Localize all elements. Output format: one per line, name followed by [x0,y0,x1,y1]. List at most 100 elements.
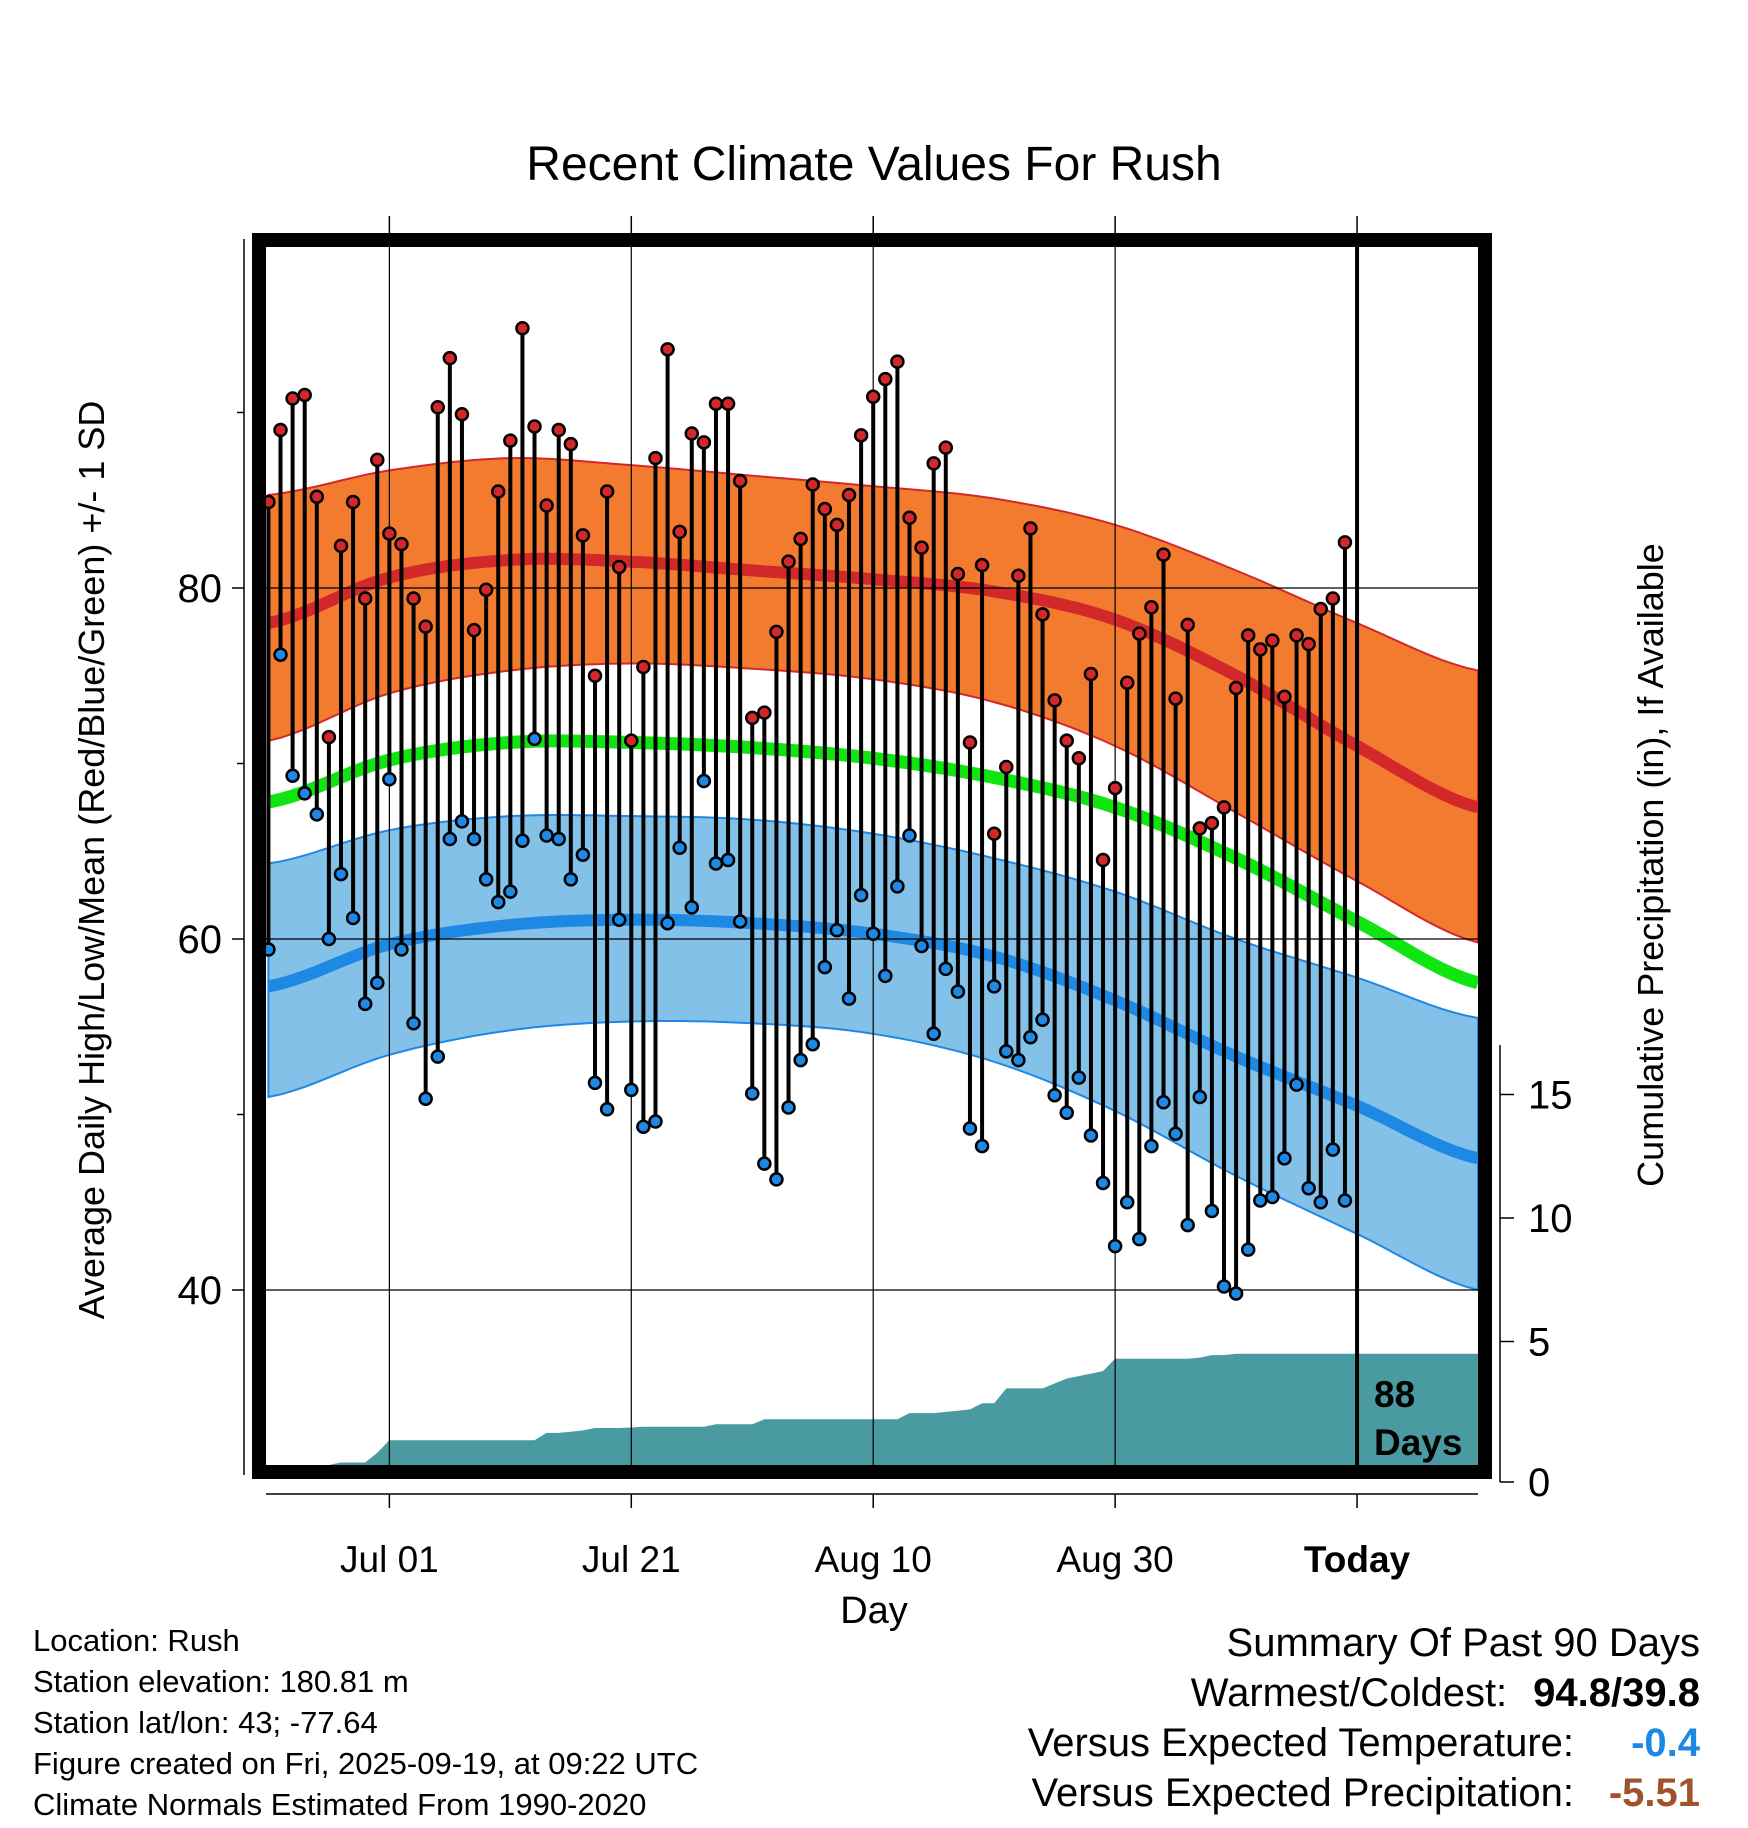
x-tick-label: Aug 30 [1056,1539,1173,1580]
daily-high-point [636,659,651,675]
y-tick-label-right: 0 [1528,1461,1550,1505]
daily-low-point [962,1121,978,1136]
daily-high-point [999,759,1014,775]
warm-cold-row: Warmest/Coldest: 94.8/39.8 [1028,1668,1700,1718]
daily-low-point [817,959,833,975]
daily-high-point [648,450,663,466]
daily-high-point [757,705,772,720]
daily-low-point [587,1075,603,1091]
daily-high-point [1180,617,1195,633]
daily-high-point [1192,821,1208,836]
daily-low-point [1059,1105,1074,1120]
daily-high-point [793,531,808,547]
daily-high-point [1228,680,1244,696]
daily-high-point [878,371,893,387]
daily-high-point [515,321,530,336]
daily-high-point [1289,628,1304,643]
daily-low-point [466,831,482,847]
daily-low-point [285,768,300,784]
daily-low-point [1047,1087,1062,1103]
y-tick-label-right: 5 [1528,1321,1550,1365]
daily-low-point [503,884,518,899]
daily-low-point [1107,1238,1123,1254]
daily-low-point [321,931,337,947]
daily-high-point [1095,852,1111,868]
y-tick-label-right: 10 [1528,1197,1573,1241]
daily-high-point [394,536,409,552]
daily-low-point [999,1044,1014,1059]
daily-low-point [878,968,893,984]
daily-low-point [1253,1193,1268,1208]
annotation-line-1: 88 [1374,1374,1415,1415]
daily-low-point [345,910,361,926]
y-tick-label-left: 80 [178,567,223,611]
daily-low-point [297,786,312,801]
daily-high-point [1047,693,1062,708]
daily-high-point [551,422,566,438]
daily-high-point [769,624,784,640]
daily-low-point [1325,1142,1341,1157]
daily-high-point [841,487,857,503]
daily-high-point [938,440,954,455]
cumulative-precip-area [266,1353,1478,1465]
daily-high-point [1277,689,1292,705]
daily-high-point [745,710,760,726]
daily-high-point [950,566,966,582]
daily-high-point [624,733,639,748]
created-text: Figure created on Fri, 2025-09-19, at 09… [33,1746,699,1781]
daily-low-point [442,831,458,847]
precip-anomaly-label: Versus Expected Precipitation: [1031,1771,1574,1815]
daily-low-point [769,1172,784,1187]
daily-low-point [1301,1180,1316,1196]
daily-low-point [309,807,325,822]
daily-high-point [418,619,433,634]
daily-low-point [660,915,675,931]
daily-low-point [624,1082,639,1098]
daily-low-point [1204,1203,1220,1219]
daily-high-point [720,396,736,411]
daily-high-point [382,526,397,541]
daily-high-point [1265,633,1280,648]
daily-high-point [914,540,929,555]
daily-high-point [563,436,579,452]
daily-high-point [503,433,518,448]
daily-high-point [1144,600,1159,615]
daily-high-point [575,528,591,543]
daily-low-point [1277,1151,1292,1166]
daily-high-point [732,473,748,489]
daily-high-point [1253,642,1268,657]
precip-anomaly-row: Versus Expected Precipitation: -5.51 [1028,1768,1700,1818]
daily-high-point [853,428,869,443]
daily-low-point [829,922,845,938]
daily-low-point [1265,1189,1280,1205]
daily-high-point [660,342,675,357]
daily-low-point [1228,1286,1244,1301]
daily-low-point [478,872,494,887]
daily-low-point [1156,1094,1171,1110]
daily-high-point [865,389,881,404]
daily-high-point [1301,636,1316,652]
temp-anomaly-value: -0.4 [1631,1721,1700,1765]
daily-high-point [817,501,833,517]
daily-high-point [805,477,820,492]
summary-heading: Summary Of Past 90 Days [1226,1621,1700,1665]
daily-high-point [297,387,312,403]
daily-high-point [1071,750,1087,766]
daily-high-point [454,407,470,422]
daily-low-point [1313,1195,1329,1210]
daily-high-point [357,591,373,606]
daily-high-point [273,422,288,438]
daily-high-point [1216,800,1232,815]
daily-low-point [1023,1030,1038,1045]
daily-high-point [986,826,1002,841]
daily-low-point [527,731,542,747]
daily-low-point [793,1052,808,1068]
daily-low-point [539,828,554,843]
daily-low-point [611,912,627,927]
y-tick-label-left: 40 [178,1269,223,1313]
daily-low-point [938,961,954,977]
daily-low-point [1337,1193,1353,1208]
daily-high-point [902,510,917,526]
daily-low-point [1132,1231,1147,1247]
daily-high-point [285,391,300,406]
